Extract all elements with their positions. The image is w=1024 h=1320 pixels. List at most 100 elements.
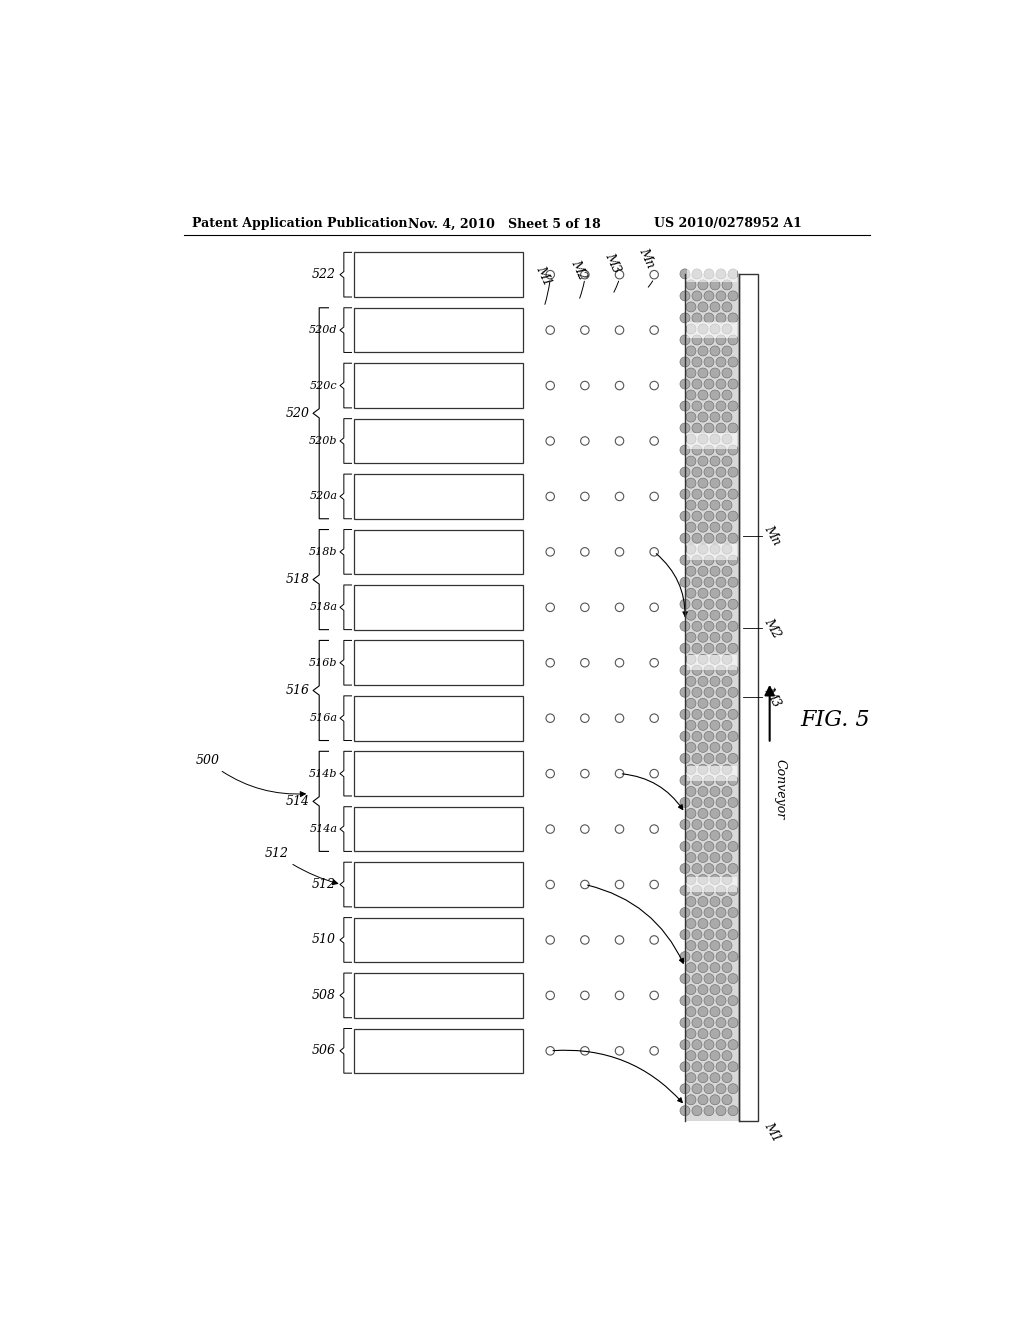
Circle shape bbox=[686, 500, 696, 510]
Circle shape bbox=[686, 787, 696, 796]
Circle shape bbox=[692, 1018, 702, 1028]
Bar bbox=[354, 529, 523, 574]
Circle shape bbox=[698, 787, 708, 796]
Circle shape bbox=[703, 841, 714, 851]
Circle shape bbox=[686, 434, 696, 444]
Circle shape bbox=[546, 825, 554, 833]
Circle shape bbox=[692, 643, 702, 653]
Circle shape bbox=[722, 1051, 732, 1061]
Bar bbox=[354, 1028, 523, 1073]
Circle shape bbox=[680, 577, 690, 587]
Circle shape bbox=[710, 721, 720, 730]
Circle shape bbox=[728, 775, 738, 785]
Circle shape bbox=[710, 655, 720, 664]
Circle shape bbox=[703, 445, 714, 455]
Circle shape bbox=[692, 775, 702, 785]
Circle shape bbox=[546, 548, 554, 556]
Text: 520a: 520a bbox=[309, 491, 338, 502]
Circle shape bbox=[680, 709, 690, 719]
Circle shape bbox=[680, 445, 690, 455]
Circle shape bbox=[728, 422, 738, 433]
Circle shape bbox=[680, 1018, 690, 1028]
Text: 514: 514 bbox=[286, 795, 310, 808]
Circle shape bbox=[728, 929, 738, 940]
Text: 508: 508 bbox=[312, 989, 336, 1002]
Circle shape bbox=[698, 830, 708, 841]
Circle shape bbox=[686, 346, 696, 356]
Circle shape bbox=[650, 437, 658, 445]
Circle shape bbox=[703, 511, 714, 521]
Circle shape bbox=[686, 1094, 696, 1105]
Circle shape bbox=[546, 770, 554, 777]
Circle shape bbox=[710, 523, 720, 532]
Circle shape bbox=[546, 326, 554, 334]
Bar bbox=[354, 751, 523, 796]
Circle shape bbox=[710, 412, 720, 422]
Bar bbox=[354, 252, 523, 297]
Circle shape bbox=[716, 820, 726, 829]
Text: 518a: 518a bbox=[309, 602, 338, 612]
Circle shape bbox=[650, 492, 658, 500]
Circle shape bbox=[728, 379, 738, 389]
Circle shape bbox=[703, 886, 714, 895]
Circle shape bbox=[680, 974, 690, 983]
Text: 516a: 516a bbox=[309, 713, 338, 723]
Circle shape bbox=[716, 622, 726, 631]
Circle shape bbox=[692, 731, 702, 742]
Circle shape bbox=[615, 271, 624, 279]
Circle shape bbox=[710, 302, 720, 312]
Circle shape bbox=[703, 577, 714, 587]
Circle shape bbox=[698, 457, 708, 466]
Circle shape bbox=[722, 764, 732, 775]
Circle shape bbox=[686, 962, 696, 973]
Circle shape bbox=[698, 962, 708, 973]
Circle shape bbox=[716, 952, 726, 961]
Circle shape bbox=[615, 381, 624, 389]
Circle shape bbox=[728, 1040, 738, 1049]
Circle shape bbox=[692, 929, 702, 940]
Bar bbox=[685, 275, 739, 1121]
Circle shape bbox=[698, 808, 708, 818]
Circle shape bbox=[703, 797, 714, 808]
Circle shape bbox=[692, 1084, 702, 1094]
Circle shape bbox=[728, 974, 738, 983]
Text: 518: 518 bbox=[286, 573, 310, 586]
Circle shape bbox=[703, 1061, 714, 1072]
Circle shape bbox=[686, 589, 696, 598]
Circle shape bbox=[692, 467, 702, 477]
Circle shape bbox=[581, 603, 589, 611]
Circle shape bbox=[722, 1073, 732, 1082]
Circle shape bbox=[680, 1061, 690, 1072]
Circle shape bbox=[692, 599, 702, 610]
Circle shape bbox=[716, 1040, 726, 1049]
Circle shape bbox=[710, 896, 720, 907]
Circle shape bbox=[716, 422, 726, 433]
Circle shape bbox=[728, 797, 738, 808]
Circle shape bbox=[698, 1007, 708, 1016]
Circle shape bbox=[710, 500, 720, 510]
Circle shape bbox=[710, 632, 720, 643]
Circle shape bbox=[686, 698, 696, 709]
Circle shape bbox=[680, 731, 690, 742]
Circle shape bbox=[686, 523, 696, 532]
Circle shape bbox=[703, 401, 714, 411]
Circle shape bbox=[692, 841, 702, 851]
Bar bbox=[354, 308, 523, 352]
Circle shape bbox=[703, 490, 714, 499]
Circle shape bbox=[703, 688, 714, 697]
Text: Mn: Mn bbox=[762, 524, 783, 548]
Circle shape bbox=[728, 533, 738, 543]
Circle shape bbox=[686, 389, 696, 400]
Circle shape bbox=[716, 995, 726, 1006]
Circle shape bbox=[703, 467, 714, 477]
Circle shape bbox=[680, 886, 690, 895]
Circle shape bbox=[703, 313, 714, 323]
Text: 512: 512 bbox=[312, 878, 336, 891]
Circle shape bbox=[716, 929, 726, 940]
Circle shape bbox=[722, 412, 732, 422]
Circle shape bbox=[680, 952, 690, 961]
Circle shape bbox=[728, 731, 738, 742]
Circle shape bbox=[710, 787, 720, 796]
Circle shape bbox=[703, 622, 714, 631]
Circle shape bbox=[686, 655, 696, 664]
